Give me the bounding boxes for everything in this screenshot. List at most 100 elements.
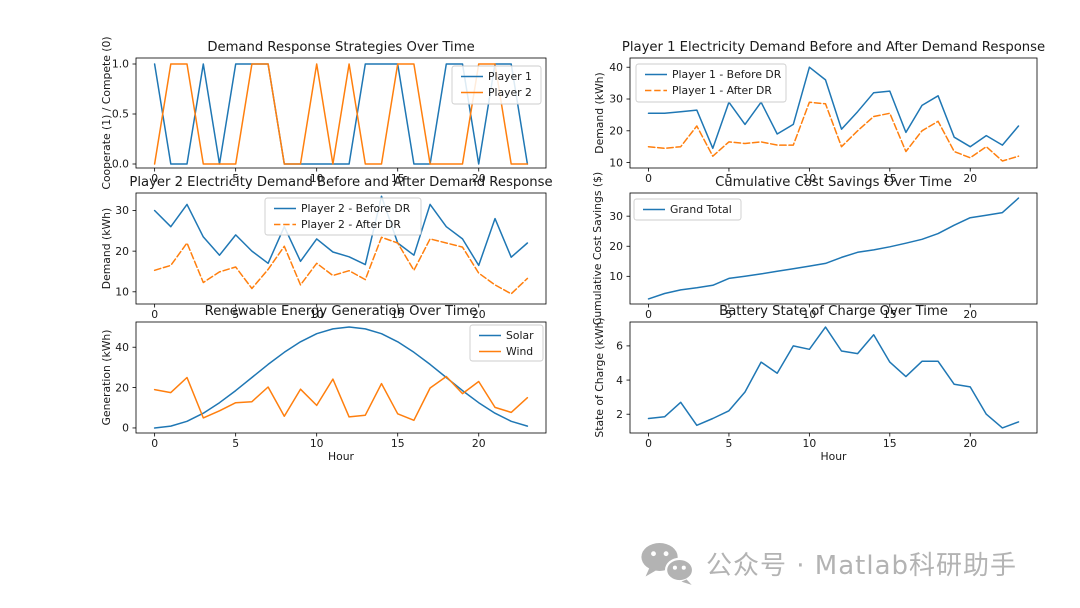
y-tick-label: 20 (115, 381, 129, 394)
chart-title: Renewable Energy Generation Over Time (205, 304, 478, 319)
chart-renewables: 0 5 10 15 20 0 20 40 Renewable Energy Generation… (100, 304, 547, 463)
x-axis-label: Hour (820, 450, 847, 463)
chart-title: Player 1 Electricity Demand Before and A… (622, 40, 1045, 55)
x-tick-label: 0 (151, 172, 158, 185)
x-tick-label: 5 (232, 308, 239, 321)
legend-p1_demand: Player 1 - Before DR Player 1 - After DR (635, 63, 787, 103)
chart-strategies: 0 5 10 15 20 0.0 0.5 1.0 Demand Response Strateg… (100, 36, 547, 190)
x-tick-label: 5 (232, 172, 239, 185)
legend-label: Grand Total (670, 203, 732, 216)
y-axis-label: Cumulative Cost Savings ($) (591, 172, 604, 325)
axes-frame (629, 321, 1038, 434)
x-tick-label: 20 (472, 172, 486, 185)
y-axis-label: Demand (kWh) (593, 72, 606, 153)
series-line-p1_demand (647, 66, 1020, 150)
chart-battery: 0 5 10 15 20 2 4 6 Battery State of Charge Over … (593, 304, 1038, 463)
watermark: 公众号 · Matlab科研助手 (640, 541, 1017, 586)
x-tick-label: 15 (391, 437, 405, 450)
y-tick-label: 4 (616, 374, 623, 387)
chart-title: Cumulative Cost Savings Over Time (715, 175, 952, 190)
chart-title: Battery State of Charge Over Time (719, 304, 948, 319)
series-line-renewables (153, 326, 529, 429)
y-tick-label: 10 (115, 286, 129, 299)
legend-label: Player 2 - Before DR (301, 202, 411, 215)
y-tick-label: 10 (609, 156, 623, 169)
x-tick-label: 20 (472, 437, 486, 450)
legend-renewables: Solar Wind (469, 324, 544, 362)
x-tick-label: 20 (963, 172, 977, 185)
x-tick-label: 0 (645, 172, 652, 185)
chart-p2_demand: 0 5 10 15 20 10 20 30 Player 2 Electricity Deman… (100, 175, 553, 321)
x-tick-label: 5 (725, 308, 732, 321)
legend-label: Solar (506, 329, 534, 342)
x-tick-label: 20 (963, 308, 977, 321)
legend-label: Player 1 - After DR (672, 84, 772, 97)
y-tick-label: 30 (609, 93, 623, 106)
legend-savings: Grand Total (633, 198, 742, 221)
x-tick-label: 5 (725, 172, 732, 185)
axes-frame (135, 321, 547, 434)
chart-p1_demand: 0 5 10 15 20 10 20 30 40 Player 1 Electricity Dem… (593, 40, 1045, 185)
chart-title: Player 2 Electricity Demand Before and A… (129, 175, 552, 190)
legend-p2_demand: Player 2 - Before DR Player 2 - After DR (264, 197, 422, 236)
x-tick-label: 5 (725, 437, 732, 450)
y-tick-label: 0.5 (112, 108, 129, 121)
y-axis-label: Cooperate (1) / Compete (0) (100, 36, 113, 189)
legend-box (635, 63, 787, 103)
legend-box (633, 198, 742, 221)
x-tick-label: 10 (802, 437, 816, 450)
watermark-text: 公众号 · Matlab科研助手 (706, 551, 1018, 581)
y-tick-label: 20 (115, 245, 129, 258)
y-tick-label: 10 (609, 270, 623, 283)
x-tick-label: 15 (391, 308, 405, 321)
legend-label: Player 1 - Before DR (672, 68, 782, 81)
y-tick-label: 30 (609, 210, 623, 223)
x-axis-label: Hour (328, 450, 355, 463)
axes-frame (135, 57, 547, 169)
x-tick-label: 10 (310, 172, 324, 185)
legend-box (264, 197, 422, 236)
x-tick-label: 10 (310, 308, 324, 321)
x-tick-label: 10 (310, 437, 324, 450)
x-tick-label: 10 (802, 308, 816, 321)
y-tick-label: 0.0 (112, 158, 129, 171)
series-line-renewables (153, 375, 529, 422)
y-axis-label: Demand (kWh) (100, 208, 113, 289)
legend-strategies: Player 1 Player 2 (451, 65, 542, 105)
series-line-p2_demand (153, 195, 529, 267)
y-tick-label: 20 (609, 125, 623, 138)
legend-label: Player 1 (488, 70, 532, 83)
y-tick-label: 6 (616, 340, 623, 353)
series-line-strategies (153, 63, 529, 165)
x-tick-label: 15 (883, 437, 897, 450)
axes-frame (629, 192, 1038, 305)
chart-savings: 0 5 10 15 20 10 20 30 Cumulative Cost Savings Ov… (591, 172, 1038, 325)
legend-box (451, 65, 542, 105)
y-axis-label: State of Charge (kWh) (593, 317, 606, 437)
x-tick-label: 0 (645, 308, 652, 321)
y-tick-label: 1.0 (112, 58, 129, 71)
chart-title: Demand Response Strategies Over Time (207, 40, 474, 55)
y-tick-label: 30 (115, 204, 129, 217)
series-line-battery (647, 326, 1020, 429)
x-tick-label: 0 (151, 437, 158, 450)
y-axis-label: Generation (kWh) (100, 330, 113, 426)
x-tick-label: 0 (645, 437, 652, 450)
x-tick-label: 5 (232, 437, 239, 450)
axes-frame (629, 57, 1038, 169)
y-tick-label: 0 (122, 422, 129, 435)
series-line-p1_demand (647, 101, 1020, 162)
series-line-savings (647, 197, 1020, 300)
y-tick-label: 40 (609, 61, 623, 74)
y-tick-label: 40 (115, 341, 129, 354)
x-tick-label: 0 (151, 308, 158, 321)
x-tick-label: 15 (883, 308, 897, 321)
series-line-p2_demand (153, 236, 529, 295)
x-tick-label: 20 (472, 308, 486, 321)
x-tick-label: 10 (802, 172, 816, 185)
x-tick-label: 15 (883, 172, 897, 185)
y-tick-label: 20 (609, 240, 623, 253)
legend-label: Player 2 (488, 86, 532, 99)
x-tick-label: 20 (963, 437, 977, 450)
